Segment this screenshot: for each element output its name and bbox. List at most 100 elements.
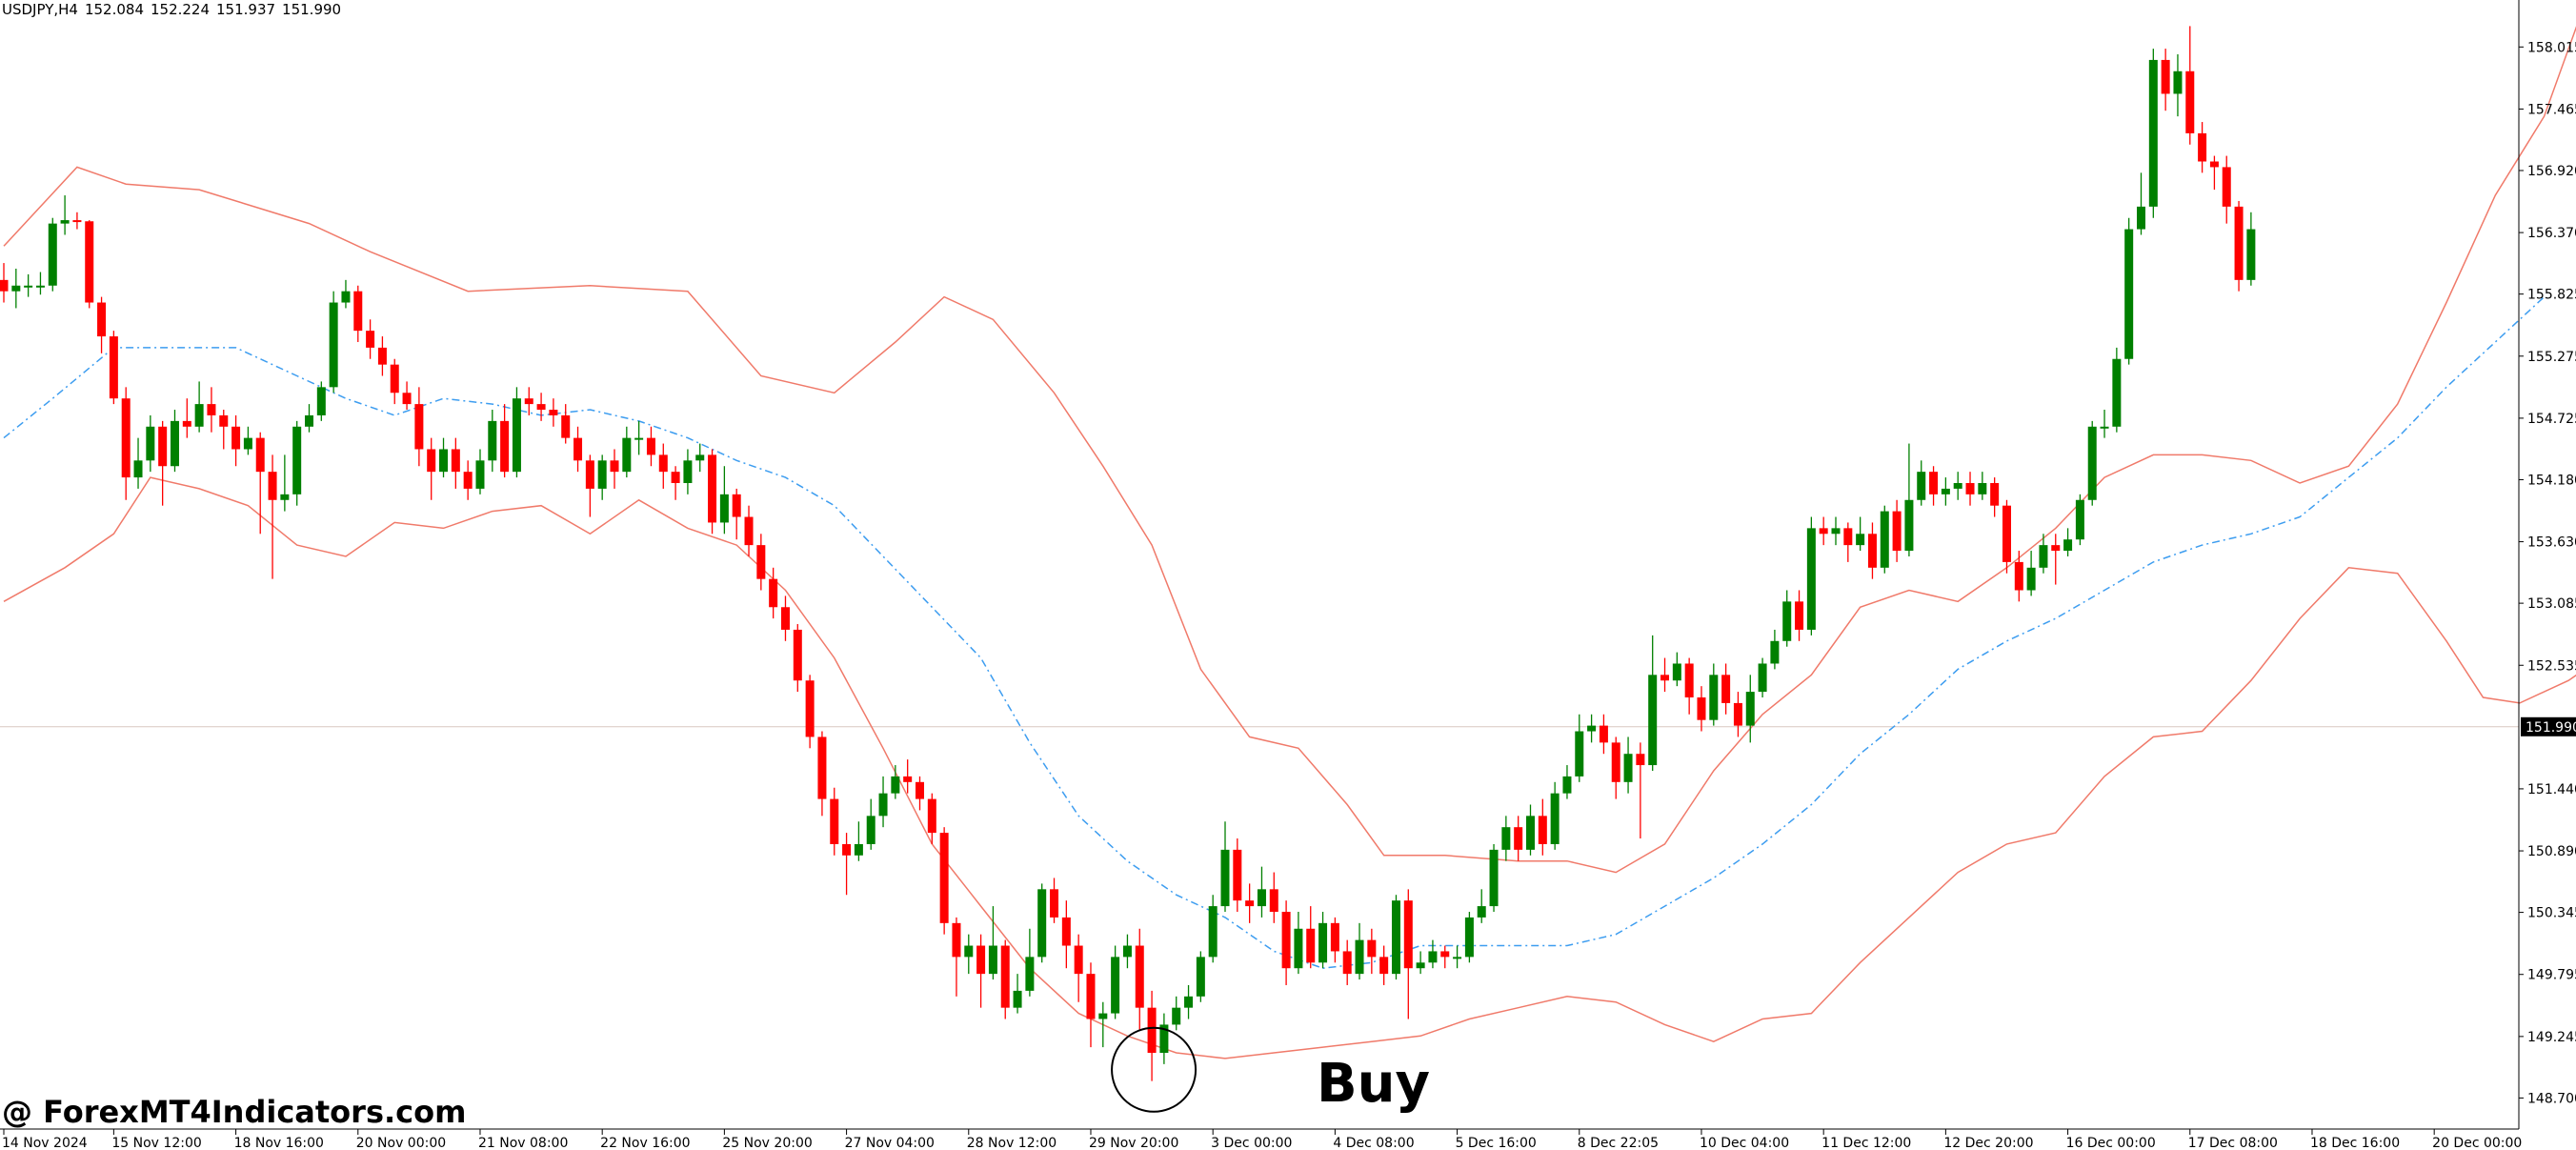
bull-candle-body (1318, 922, 1328, 963)
candle (988, 906, 997, 980)
bull-candle-body (60, 220, 70, 224)
time-tick-label: 12 Dec 20:00 (1943, 1136, 2033, 1150)
candle (1538, 798, 1547, 856)
bull-candle-body (878, 793, 888, 817)
candle (475, 449, 485, 494)
price-tick-label: 155.275 (2527, 350, 2576, 365)
candle (35, 272, 45, 295)
candle (2148, 49, 2158, 218)
bull-candle-body (292, 426, 302, 494)
bear-candle-body (463, 472, 473, 489)
candle (268, 454, 277, 579)
price-tick-label: 150.890 (2527, 844, 2576, 859)
candle (1599, 714, 1608, 755)
bull-candle-body (1745, 692, 1755, 726)
candle (1770, 629, 1780, 670)
bull-candle-body (1501, 827, 1511, 850)
bear-candle-body (1086, 974, 1096, 1019)
bull-candle-body (866, 816, 875, 844)
candle (1453, 945, 1462, 969)
candle (1355, 922, 1364, 980)
bear-candle-body (72, 220, 82, 223)
bear-candle-body (2051, 545, 2061, 552)
candle (316, 381, 326, 421)
bear-candle-body (1611, 742, 1620, 782)
bull-candle-body (2039, 545, 2048, 568)
candle (280, 454, 290, 512)
bull-candle-body (1917, 472, 1926, 500)
bull-candle-body (194, 404, 204, 427)
bull-candle-body (1257, 889, 1266, 907)
candle (597, 454, 607, 500)
candle (1196, 951, 1205, 1002)
candle (488, 410, 497, 473)
bear-candle-body (268, 472, 277, 500)
price-tick-label: 154.725 (2527, 412, 2576, 427)
bear-candle-body (158, 426, 168, 467)
candle (1721, 663, 1731, 715)
bull-candle-body (2173, 71, 2183, 94)
bull-candle-body (1464, 917, 1474, 958)
candle (903, 759, 913, 794)
candle (48, 217, 57, 292)
candle (634, 420, 644, 455)
bear-candle-body (916, 781, 924, 799)
candle (658, 443, 668, 489)
low-price: 151.937 (216, 1, 276, 18)
bear-candle-body (561, 414, 571, 438)
candle (85, 220, 94, 309)
bear-candle-body (121, 398, 131, 478)
price-tick-label: 148.700 (2527, 1091, 2576, 1106)
candle (939, 827, 949, 935)
bull-candle-body (439, 449, 449, 473)
time-tick-label: 21 Nov 08:00 (478, 1136, 568, 1150)
bear-candle-body (805, 680, 815, 737)
bull-candle-body (1037, 889, 1047, 958)
candle (1856, 516, 1865, 552)
bear-candle-body (1636, 754, 1645, 766)
bear-candle-body (536, 404, 546, 411)
candle (1111, 945, 1120, 1019)
buy-signal-label: Buy (1317, 1053, 1431, 1115)
candle (1281, 900, 1291, 985)
candle (1184, 984, 1194, 1019)
candle (561, 404, 571, 444)
bull-candle-body (316, 387, 326, 415)
candle (109, 331, 118, 405)
time-tick-label: 11 Dec 12:00 (1821, 1136, 1911, 1150)
candle (1758, 657, 1767, 697)
candle (1220, 821, 1230, 912)
bull-candle-body (964, 945, 974, 958)
bear-candle-body (414, 404, 424, 450)
bear-candle-body (585, 460, 594, 489)
candle (353, 285, 363, 342)
bull-candle-body (11, 285, 21, 292)
candle (1122, 934, 1132, 969)
price-tick-label: 153.085 (2527, 596, 2576, 612)
price-tick-label: 153.630 (2527, 535, 2576, 551)
bear-candle-body (927, 798, 936, 834)
bull-candle-body (1428, 951, 1438, 963)
bull-candle-body (2246, 229, 2256, 280)
bull-candle-body (2112, 358, 2122, 427)
bull-candle-body (1953, 483, 1962, 489)
bull-candle-body (1770, 640, 1780, 664)
buy-signal-circle (1111, 1026, 1197, 1113)
bull-candle-body (329, 302, 338, 388)
candle (1648, 635, 1658, 771)
bear-candle-body (658, 454, 668, 473)
candlesticks (0, 26, 2256, 1081)
bull-candle-body (1856, 534, 1865, 546)
bear-candle-body (402, 393, 412, 405)
symbol-info-header: USDJPY,H4 152.084 152.224 151.937 151.990 (2, 1, 348, 18)
candle (719, 466, 729, 535)
bull-candle-body (1623, 754, 1633, 782)
candle (524, 387, 533, 415)
candle (1587, 714, 1597, 743)
bull-candle-body (891, 776, 900, 794)
bear-candle-body (646, 437, 655, 455)
bull-candle-body (2063, 539, 2073, 552)
bull-candle-body (1477, 906, 1486, 918)
time-tick-label: 15 Nov 12:00 (111, 1136, 201, 1150)
